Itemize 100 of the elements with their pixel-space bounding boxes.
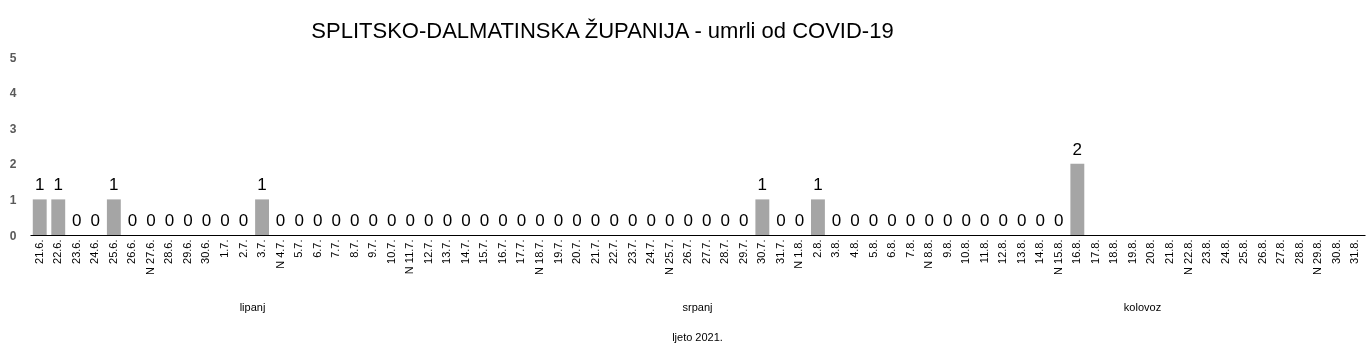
data-label: 0 <box>1054 211 1064 230</box>
data-label: 0 <box>461 211 471 230</box>
data-label: 0 <box>887 211 897 230</box>
x-tick-label: 19.7. <box>551 239 564 264</box>
x-tick-label: N 27.6. <box>143 239 156 275</box>
x-tick-label: 15.7. <box>477 239 490 264</box>
x-tick-label: 20.7. <box>570 239 583 264</box>
x-tick-label: 10.8. <box>959 239 972 264</box>
data-label: 0 <box>609 211 619 230</box>
data-label: 0 <box>275 211 286 230</box>
data-label: 0 <box>127 211 138 230</box>
x-tick-label: 17.7. <box>514 239 527 264</box>
x-tick-label: 21.8. <box>1162 239 1175 264</box>
y-tick-label: 0 <box>9 228 17 243</box>
data-label: 0 <box>516 211 527 230</box>
text: kolovoz <box>1123 301 1162 313</box>
x-tick-label: 22.7. <box>607 239 620 264</box>
x-tick-label: 23.7. <box>625 239 638 264</box>
x-tick-label: 13.7. <box>440 239 453 264</box>
x-tick-label: N 29.8. <box>1311 239 1324 275</box>
x-tick-label: 6.7. <box>310 239 323 258</box>
x-tick-label: 3.8. <box>829 239 842 258</box>
x-tick-label: 2.7. <box>236 239 249 258</box>
x-tick-label: 4.8. <box>847 239 860 258</box>
x-tick-label: 16.8. <box>1070 239 1083 264</box>
data-label: 0 <box>924 211 934 230</box>
x-tick-label: 14.8. <box>1033 239 1046 264</box>
x-tick-label: 24.6. <box>88 239 101 264</box>
x-tick-label: 13.8. <box>1014 239 1027 264</box>
data-label: 0 <box>702 211 712 230</box>
data-label: 0 <box>368 211 378 230</box>
data-label: 0 <box>942 211 953 230</box>
data-label: 0 <box>90 211 101 230</box>
data-label: 0 <box>201 211 212 230</box>
data-label: 0 <box>498 211 508 230</box>
data-label: 0 <box>479 211 490 230</box>
x-tick-label: 6.8. <box>885 239 898 258</box>
x-tick-label: 26.6. <box>125 239 138 264</box>
x-tick-label: 12.7. <box>421 239 434 264</box>
x-tick-label: 28.6. <box>162 239 175 264</box>
text: lipanj <box>239 301 266 313</box>
x-tick-label: 30.6. <box>199 239 212 264</box>
data-label: 0 <box>646 211 656 230</box>
x-tick-label: 23.6. <box>69 239 82 264</box>
x-tick-label: 30.7. <box>755 239 768 264</box>
data-label: 0 <box>979 211 990 230</box>
x-tick-label: 20.8. <box>1144 239 1157 264</box>
data-label: 0 <box>183 211 193 230</box>
x-tick-label: 7.7. <box>329 239 342 258</box>
x-tick-label: 25.6. <box>106 239 119 264</box>
x-tick-label: 18.8. <box>1107 239 1120 264</box>
y-tick-label: 3 <box>9 121 17 136</box>
x-tick-label: 26.7. <box>681 239 694 264</box>
x-tick-label: 27.8. <box>1274 239 1287 264</box>
x-tick-label: 1.7. <box>218 239 231 258</box>
x-tick-label: 22.6. <box>51 239 64 264</box>
data-label: 1 <box>813 175 823 195</box>
x-tick-label: N 22.8. <box>1181 239 1194 275</box>
x-tick-label: N 15.8. <box>1051 239 1064 275</box>
x-tick-label: 3.7. <box>255 239 268 258</box>
data-label: 0 <box>238 211 249 230</box>
data-label: 0 <box>572 211 582 230</box>
x-tick-label: 10.7. <box>384 239 397 264</box>
data-label: 0 <box>442 211 453 230</box>
data-label: 0 <box>1035 211 1046 230</box>
data-label: 1 <box>53 175 63 195</box>
data-label: 0 <box>349 211 360 230</box>
data-label: 0 <box>146 211 156 230</box>
x-tick-label: 31.8. <box>1348 239 1361 264</box>
x-tick-label: 9.7. <box>366 239 379 258</box>
data-label: 0 <box>776 211 786 230</box>
x-tick-label: 31.7. <box>773 239 786 264</box>
data-label: 0 <box>905 211 916 230</box>
x-tick-label: 30.8. <box>1329 239 1342 264</box>
x-tick-label: 8.7. <box>347 239 360 258</box>
x-tick-label: 7.8. <box>903 239 916 258</box>
y-tick-label: 5 <box>9 50 17 65</box>
data-label: 0 <box>961 211 971 230</box>
data-label: 0 <box>164 211 175 230</box>
data-label: 0 <box>331 211 341 230</box>
x-tick-label: N 4.7. <box>273 239 286 269</box>
x-tick-label: 16.7. <box>495 239 508 264</box>
data-label: 0 <box>664 211 675 230</box>
data-label: 1 <box>257 175 267 195</box>
data-label: 0 <box>312 211 323 230</box>
x-tick-label: 5.7. <box>292 239 305 258</box>
x-tick-label: N 8.8. <box>922 239 935 269</box>
data-label: 0 <box>850 211 860 230</box>
data-label: 0 <box>294 211 304 230</box>
data-label: 0 <box>868 211 879 230</box>
data-label: 0 <box>553 211 564 230</box>
data-label: 0 <box>998 211 1008 230</box>
x-tick-label: 26.8. <box>1255 239 1268 264</box>
x-tick-label: N 25.7. <box>662 239 675 275</box>
data-label: 0 <box>72 211 82 230</box>
data-label: 0 <box>739 211 749 230</box>
data-label: 1 <box>757 175 768 195</box>
x-tick-label: 28.8. <box>1292 239 1305 264</box>
x-tick-label: 27.7. <box>699 239 712 264</box>
y-tick-label: 4 <box>9 86 17 101</box>
